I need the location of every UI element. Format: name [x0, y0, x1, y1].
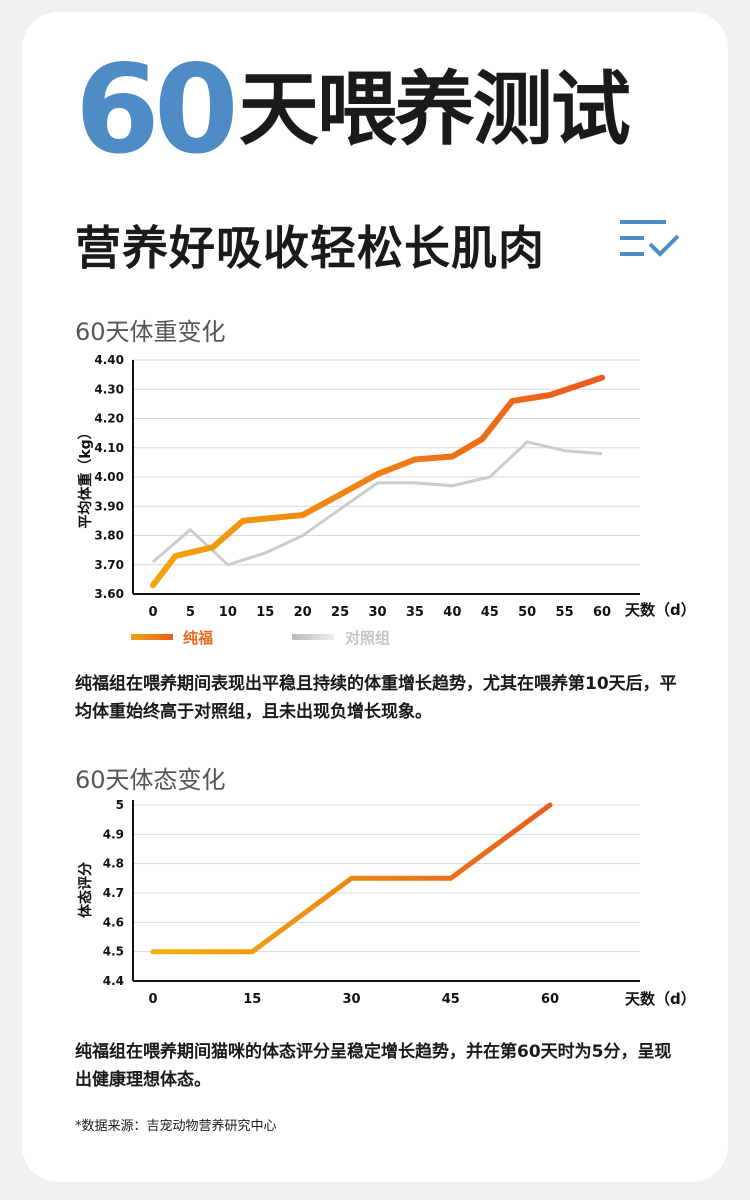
y-axis-label: 平均体重（kg） — [77, 425, 94, 528]
body-score-series-line — [150, 802, 553, 955]
hero-text: 天喂养测试 — [238, 63, 631, 156]
x-tick-label: 40 — [443, 605, 461, 620]
y-tick-label: 5 — [116, 798, 124, 812]
y-tick-label: 4.20 — [94, 412, 124, 426]
x-tick-label: 25 — [331, 605, 349, 620]
hero-title: 60 天喂养测试 — [75, 39, 631, 181]
chunfu-series-line — [150, 374, 605, 589]
x-tick-label: 45 — [442, 992, 460, 1007]
y-tick-label: 4.6 — [103, 915, 124, 929]
x-tick-label: 15 — [256, 605, 274, 620]
y-tick-label: 4.10 — [94, 441, 124, 455]
y-tick-label: 4.9 — [103, 827, 124, 841]
y-tick-label: 4.5 — [103, 945, 124, 959]
y-tick-label: 3.70 — [94, 558, 124, 572]
weight-chart: 3.60 3.70 3.80 3.90 4.00 4.10 4.20 4.30 4.40 0 5 1… — [77, 353, 696, 647]
y-tick-label: 3.90 — [94, 499, 124, 513]
x-tick-label: 0 — [148, 992, 157, 1007]
body-section-title: 60天体态变化 — [75, 766, 226, 794]
data-source: *数据来源：吉宠动物营养研究中心 — [75, 1119, 277, 1134]
weight-description: 纯福组在喂养期间表现出平稳且持续的体重增长趋势，尤其在喂养第10天后，平均体重始… — [75, 674, 677, 722]
y-tick-label: 3.80 — [94, 529, 124, 543]
x-tick-label: 20 — [294, 605, 312, 620]
x-tick-label: 60 — [593, 605, 611, 620]
y-tick-label: 4.00 — [94, 470, 124, 484]
x-tick-label: 0 — [148, 605, 157, 620]
x-tick-label: 30 — [368, 605, 386, 620]
y-axis-label: 体态评分 — [77, 862, 94, 918]
x-tick-label: 50 — [518, 605, 536, 620]
y-tick-label: 4.30 — [94, 382, 124, 396]
x-tick-label: 30 — [342, 992, 360, 1007]
hero-number: 60 — [75, 39, 239, 181]
body-description: 纯福组在喂养期间猫咪的体态评分呈稳定增长趋势，并在第60天时为5分，呈现出健康理… — [75, 1042, 672, 1090]
legend-swatch-chunfu — [131, 634, 173, 640]
x-tick-label: 55 — [556, 605, 574, 620]
legend-label-chunfu: 纯福 — [183, 629, 213, 647]
legend-swatch-control — [292, 634, 334, 640]
x-axis-label: 天数（d） — [625, 601, 696, 619]
legend-label-control: 对照组 — [345, 629, 390, 647]
y-tick-label: 4.4 — [103, 974, 124, 988]
x-axis-label: 天数（d） — [625, 990, 696, 1008]
checklist-icon — [620, 220, 680, 257]
page-subtitle: 营养好吸收轻松长肌肉 — [75, 221, 545, 275]
x-tick-label: 10 — [219, 605, 237, 620]
card — [22, 12, 728, 1182]
y-tick-label: 4.40 — [94, 353, 124, 367]
control-series-line — [152, 440, 603, 567]
y-tick-label: 3.60 — [94, 587, 124, 601]
weight-section-title: 60天体重变化 — [75, 318, 226, 346]
body-score-chart: 4.4 4.5 4.6 4.7 4.8 4.9 5 0 15 30 45 60 体态评分 天数（d） — [77, 798, 696, 1008]
x-tick-label: 45 — [481, 605, 499, 620]
x-tick-label: 60 — [541, 992, 559, 1007]
y-tick-label: 4.7 — [103, 886, 124, 900]
x-tick-label: 35 — [406, 605, 424, 620]
y-tick-label: 4.8 — [103, 857, 124, 871]
x-tick-label: 15 — [243, 992, 261, 1007]
x-tick-label: 5 — [186, 605, 195, 620]
